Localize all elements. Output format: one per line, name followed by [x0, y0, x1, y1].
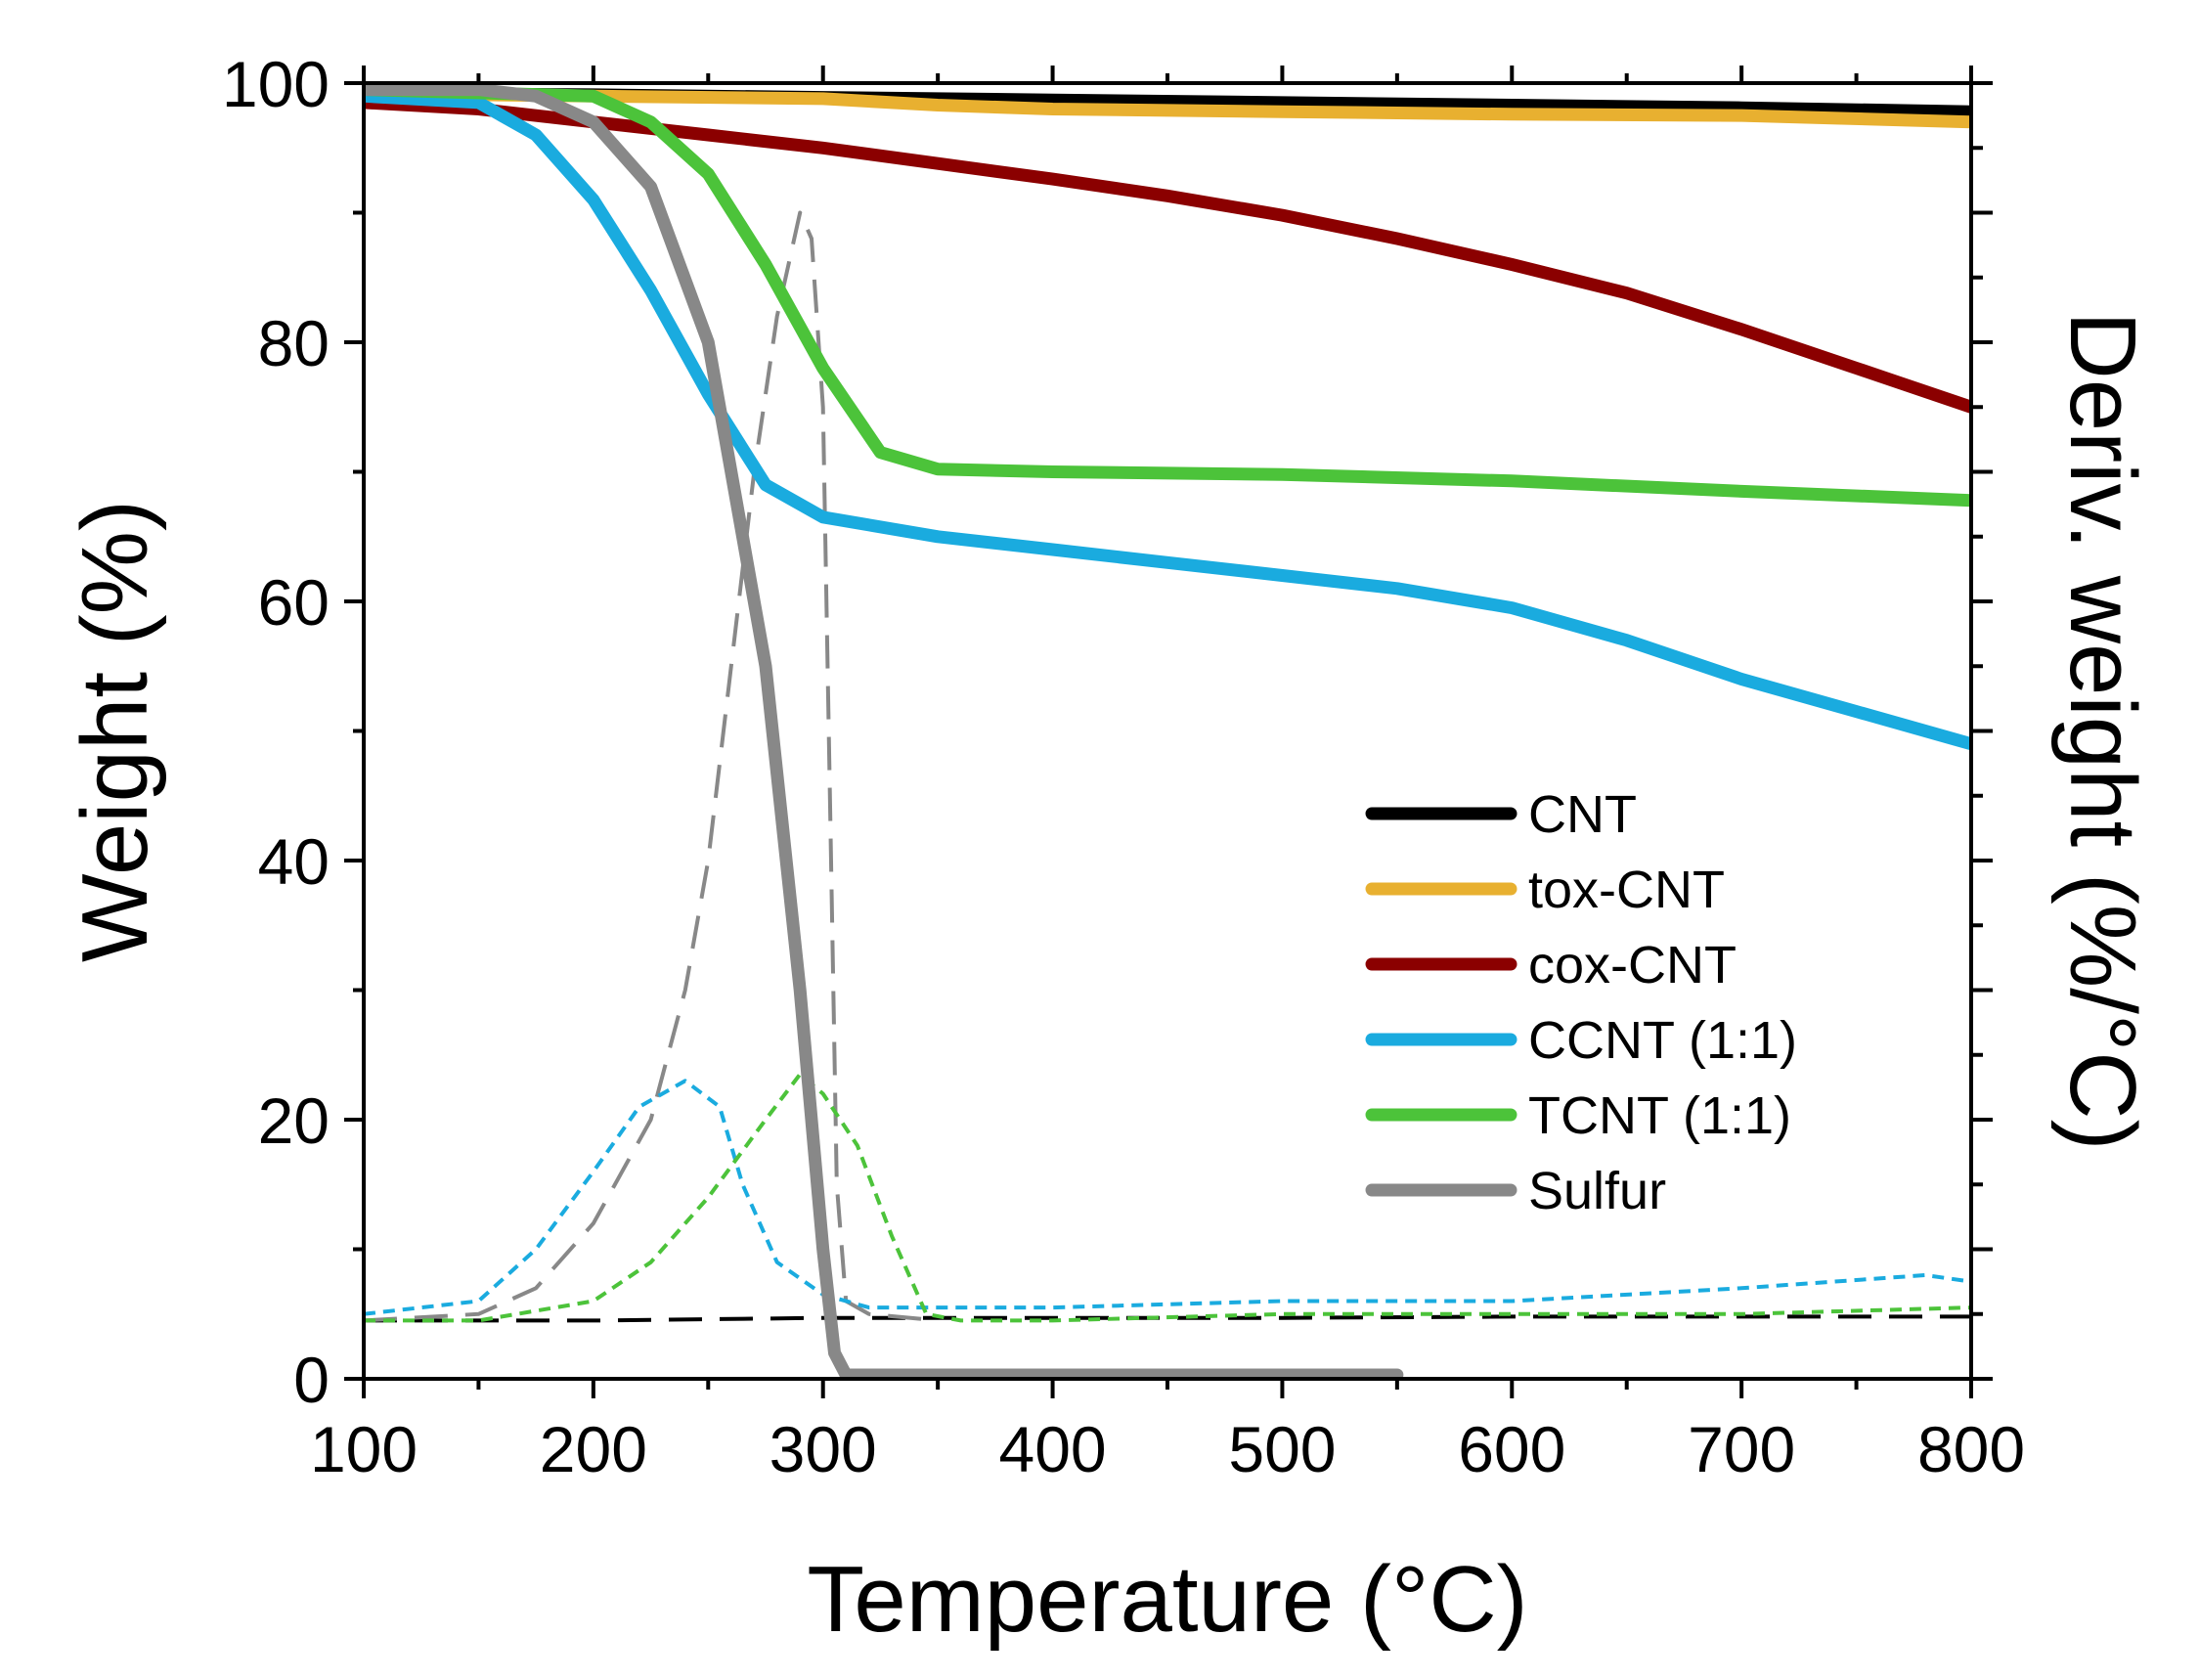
series-line-sulfur [364, 83, 1404, 1379]
x-tick-label: 500 [1228, 1413, 1336, 1485]
legend-label: CCNT (1:1) [1528, 1011, 1797, 1070]
x-tick-label: 300 [770, 1413, 877, 1485]
x-tick-label: 400 [999, 1413, 1107, 1485]
y-tick-label: 100 [222, 48, 330, 120]
x-tick-label: 800 [1917, 1413, 2025, 1485]
axes: 100 200 300 400 500 600 700 800 0 20 40 60 80 100 Temp… [63, 48, 2155, 1652]
series-line-tcnt-1-1- [364, 83, 1971, 508]
legend-label: cox-CNT [1528, 936, 1737, 995]
y-tick-label: 40 [258, 825, 330, 898]
legend: CNT tox-CNT cox-CNT CCNT (1:1) TCNT (1:1) Sul… [1365, 785, 1797, 1220]
series-line-ccnt-1-1- [364, 89, 1971, 751]
series-line-tox-cnt [364, 87, 1971, 129]
legend-label: TCNT (1:1) [1528, 1086, 1791, 1145]
deriv-line-3 [364, 1072, 1971, 1323]
y-tick-label: 0 [293, 1344, 330, 1416]
plot-frame [362, 81, 1973, 1381]
y-axis-title: Weight (%) [63, 500, 167, 962]
deriv-line-0 [364, 1314, 1971, 1323]
x-axis-title: Temperature (°C) [807, 1547, 1527, 1652]
y2-axis-title: Deriv. weight (%/°C) [2050, 311, 2155, 1150]
deriv-line-2 [364, 1079, 1971, 1316]
deriv-line-1 [364, 210, 939, 1323]
series-line-cox-cnt [364, 96, 1971, 414]
plot-area [364, 83, 1971, 1379]
x-tick-label: 700 [1688, 1413, 1795, 1485]
legend-label: tox-CNT [1528, 861, 1725, 919]
y-tick-label: 20 [258, 1084, 330, 1157]
x-tick-label: 600 [1458, 1413, 1565, 1485]
y-tick-label: 80 [258, 307, 330, 379]
x-tick-label: 100 [310, 1413, 418, 1485]
x-tick-label: 200 [540, 1413, 647, 1485]
legend-label: CNT [1528, 785, 1637, 844]
legend-label: Sulfur [1528, 1162, 1666, 1220]
y-tick-label: 60 [258, 566, 330, 639]
